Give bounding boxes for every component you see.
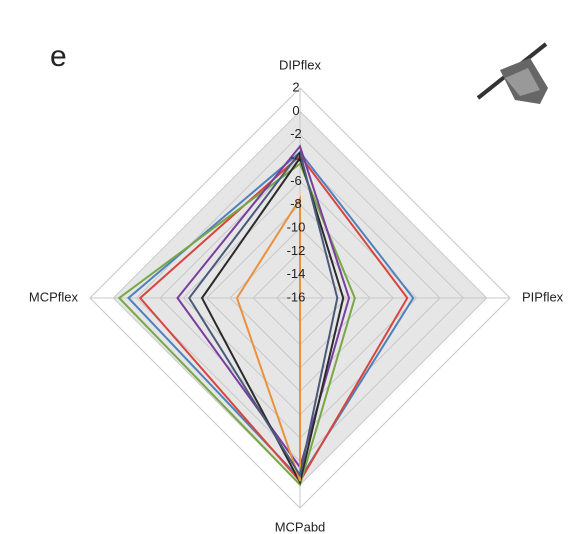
tick-label: -4: [290, 149, 302, 164]
axis-label: PIPflex: [522, 289, 564, 304]
tick-label: -6: [290, 173, 302, 188]
axis-label: MCPflex: [29, 289, 79, 304]
device-icon: [478, 44, 548, 104]
tick-label: -10: [287, 219, 306, 234]
tick-label: 2: [292, 79, 299, 94]
axis-label: MCPabd: [275, 519, 326, 534]
tick-label: -2: [290, 126, 302, 141]
tick-label: -12: [287, 243, 306, 258]
tick-label: 0: [292, 103, 299, 118]
tick-label: -8: [290, 196, 302, 211]
chart: e DIPflex PIPflex MCPabd MCPflex -16 -14 -12 -1…: [0, 0, 577, 534]
tick-label: -14: [287, 266, 306, 281]
panel-label: e: [50, 40, 67, 73]
axis-label: DIPflex: [279, 57, 321, 72]
tick-label: -16: [287, 289, 306, 304]
